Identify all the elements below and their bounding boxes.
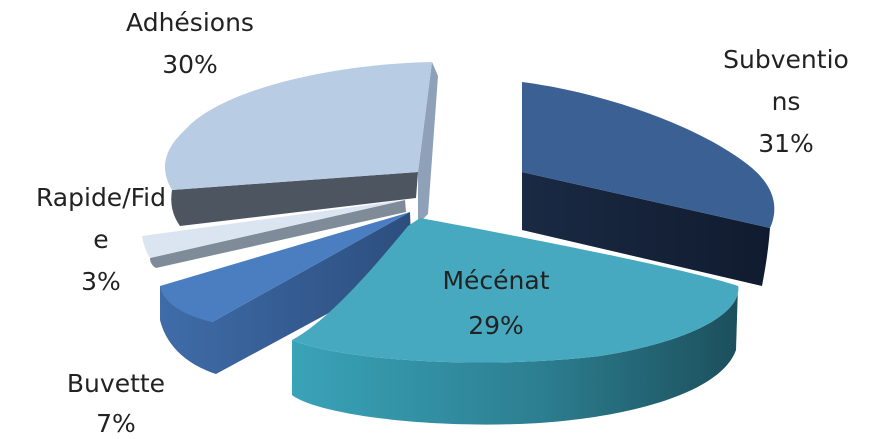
pie-slice-top-subventions	[522, 82, 775, 228]
pie-slice-adhesions	[165, 62, 438, 226]
pie-slice-side-buvette	[160, 212, 412, 374]
data-label-percent-buvette: 7%	[96, 409, 136, 438]
pie-slice-edge-adhesions	[418, 62, 438, 224]
pie-slice-side-adhesions	[171, 172, 418, 226]
pie-slice-subventions	[522, 82, 775, 286]
pie-slice-top-adhesions	[165, 62, 432, 190]
pie-slice-top-mecenat	[292, 218, 739, 363]
data-label-percent-adhesions: 30%	[162, 50, 218, 79]
data-label-name-subventions: ns	[772, 87, 801, 116]
data-label-name-rapide-fide: e	[93, 225, 108, 254]
pie-slice-side-subventions	[522, 172, 770, 286]
pie-slice-side-mecenat	[292, 286, 739, 425]
data-label-name-mecenat: Mécénat	[442, 266, 549, 295]
pie-slice-side-rapide-fide	[150, 200, 406, 268]
data-label-name-buvette: Buvette	[67, 369, 165, 398]
pie-slice-top-buvette	[160, 212, 410, 322]
data-label-percent-rapide-fide: 3%	[81, 267, 121, 296]
data-label-percent-mecenat: 29%	[468, 311, 524, 340]
data-label-name-subventions: Subventio	[723, 45, 849, 74]
pie-slice-mecenat	[292, 218, 739, 425]
data-label-name-rapide-fide: Rapide/Fid	[36, 183, 166, 212]
data-label-name-adhesions: Adhésions	[126, 8, 254, 37]
pie-slice-rapide-fide	[142, 200, 406, 268]
pie-slice-buvette	[160, 212, 412, 374]
pie-slice-top-rapide-fide	[142, 200, 405, 258]
data-label-percent-subventions: 31%	[758, 129, 814, 158]
